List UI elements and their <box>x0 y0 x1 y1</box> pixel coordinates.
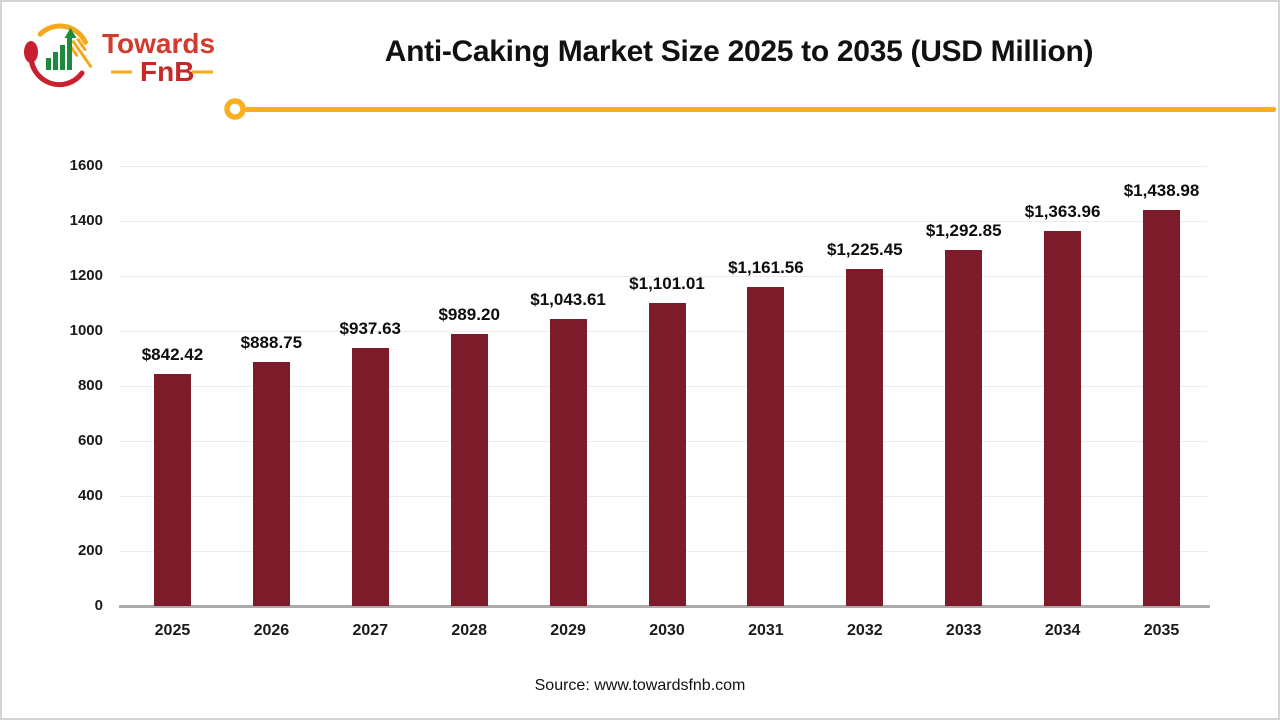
bar-value-label: $842.42 <box>141 345 204 365</box>
spoon-icon <box>24 41 38 63</box>
bar-value-label: $1,161.56 <box>728 257 804 277</box>
logo-text-line1: Towards <box>102 28 215 59</box>
y-tick-label: 0 <box>94 597 103 614</box>
bar-value-label: $937.63 <box>339 319 401 339</box>
x-tick-label: 2026 <box>253 622 290 639</box>
bar <box>450 333 488 606</box>
x-tick-label: 2035 <box>1143 622 1180 639</box>
bar <box>351 348 389 606</box>
y-tick-label: 600 <box>77 432 103 449</box>
x-tick-label: 2025 <box>154 622 191 639</box>
y-tick-label: 1200 <box>69 267 103 284</box>
logo-text-line2: FnB <box>140 56 194 87</box>
y-tick-label: 400 <box>77 487 103 504</box>
x-axis-line <box>119 605 1210 608</box>
gridline <box>119 220 1207 222</box>
bar-value-label: $1,438.98 <box>1123 181 1200 201</box>
y-tick-label: 800 <box>77 377 103 394</box>
x-tick-label: 2032 <box>847 622 883 639</box>
gridline <box>119 275 1207 277</box>
y-tick-label: 1600 <box>69 157 103 174</box>
x-tick-label: 2033 <box>945 622 982 639</box>
bar <box>549 319 587 606</box>
bar <box>648 303 686 606</box>
page-title: Anti-Caking Market Size 2025 to 2035 (US… <box>384 35 1094 68</box>
x-tick-label: 2029 <box>550 622 586 639</box>
bar <box>1143 210 1181 606</box>
x-tick-label: 2027 <box>352 622 389 639</box>
x-tick-label: 2030 <box>649 622 685 639</box>
bar-value-label: $1,363.96 <box>1024 201 1101 221</box>
bar-value-label: $1,043.61 <box>530 290 606 309</box>
bar <box>1044 230 1082 606</box>
y-tick-label: 1000 <box>69 322 103 339</box>
bar <box>747 286 785 606</box>
towardsfnb-logo: Towards FnB <box>24 23 215 88</box>
source-attribution: Source: www.towardsfnb.com <box>534 677 746 694</box>
bar <box>846 269 884 606</box>
bar <box>252 361 290 606</box>
bar-value-label: $1,292.85 <box>925 221 1002 241</box>
bar-value-label: $888.75 <box>240 332 303 352</box>
x-tick-label: 2028 <box>451 622 487 639</box>
gridline <box>119 165 1207 167</box>
accent-ring-icon <box>224 98 246 120</box>
x-tick-label: 2031 <box>748 622 784 639</box>
accent-divider-line <box>235 107 1276 112</box>
y-tick-label: 200 <box>77 542 103 559</box>
y-tick-label: 1400 <box>69 212 103 229</box>
bar <box>153 374 191 606</box>
bar-value-label: $989.20 <box>438 304 500 324</box>
growth-bars-icon <box>46 28 77 70</box>
logo-mark-icon <box>24 23 93 88</box>
bar <box>945 250 983 606</box>
bar-value-label: $1,101.01 <box>629 274 705 294</box>
x-tick-label: 2034 <box>1044 622 1081 639</box>
bar-value-label: $1,225.45 <box>826 240 903 259</box>
